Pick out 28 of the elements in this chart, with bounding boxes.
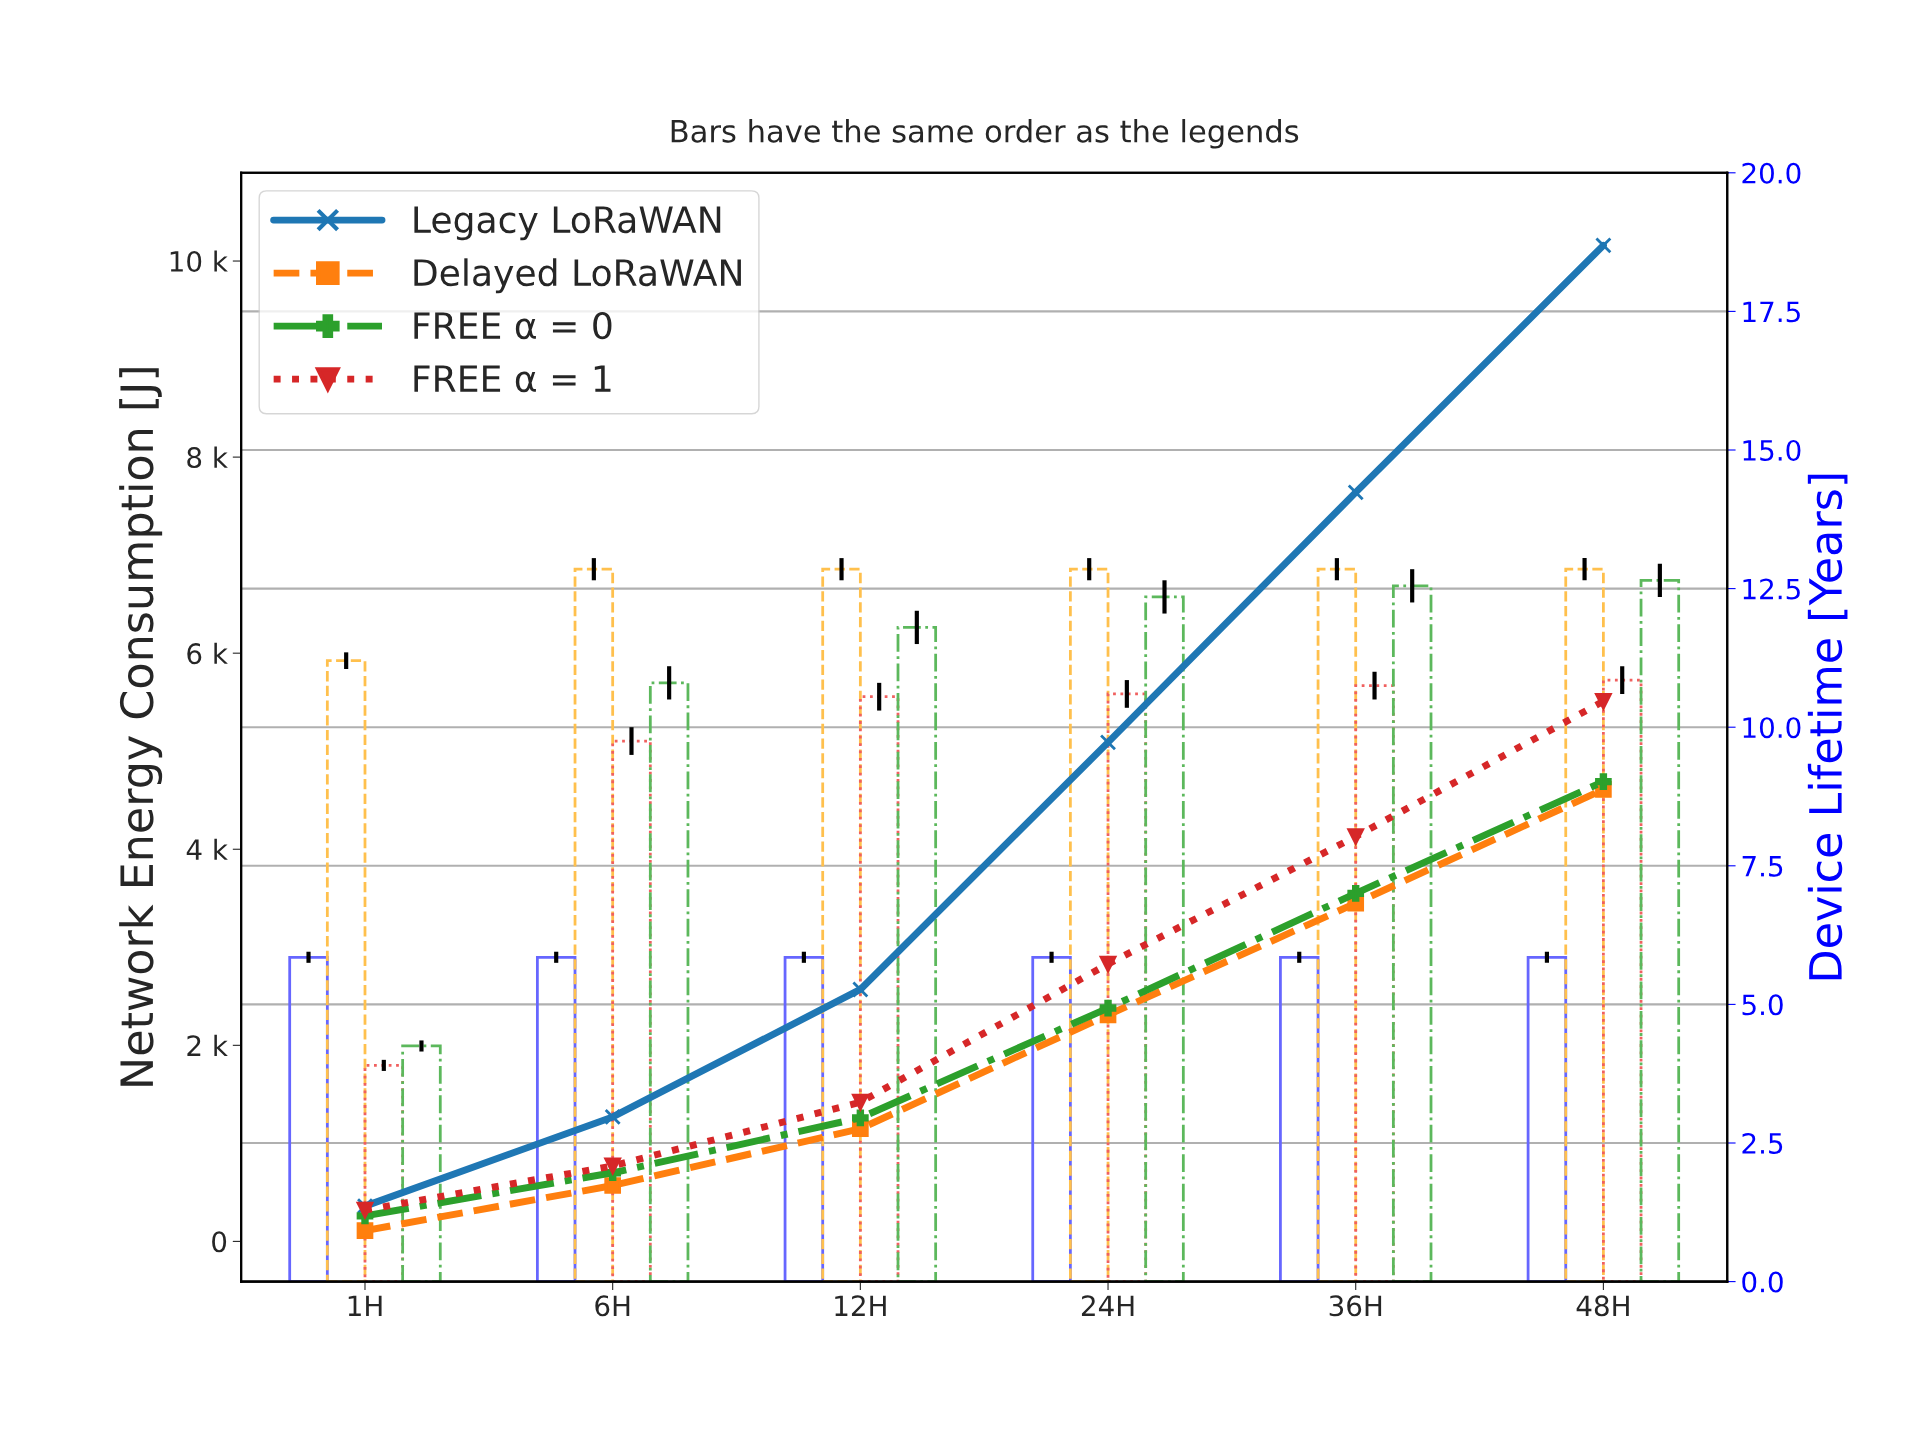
y2-tick-label: 15.0 [1743, 439, 1801, 461]
y2-tick-label: 0.0 [1742, 1271, 1783, 1293]
y2-tick-label: 2.5 [1742, 1132, 1783, 1154]
legend-label: FREE α = 1 [414, 365, 611, 393]
y2-tick-label: 12.5 [1743, 578, 1800, 600]
y-tick-label: 8 k [187, 446, 228, 469]
legend-label: FREE α = 0 [414, 311, 612, 340]
chart-title: Bars have the same order as the legends [671, 119, 1299, 149]
y2-tick-label: 20.0 [1742, 162, 1801, 184]
legend-label: Delayed LoRaWAN [414, 258, 741, 294]
y-tick-label: 6 k [187, 642, 228, 665]
x-tick-label: 1H [348, 1295, 382, 1316]
y2-tick-label: 7.5 [1742, 856, 1783, 877]
y2-tick-label: 17.5 [1743, 301, 1800, 323]
x-tick-label: 6H [595, 1295, 630, 1317]
legend-label: Legacy LoRaWAN [414, 206, 721, 241]
x-tick-label: 12H [835, 1295, 886, 1316]
x-tick-label: 36H [1329, 1295, 1382, 1317]
y-tick-label: 0 [212, 1231, 227, 1253]
x-tick-label: 24H [1081, 1295, 1134, 1316]
x-tick-label: 48H [1576, 1295, 1629, 1317]
y2-tick-label: 10.0 [1743, 717, 1801, 739]
y-tick-label: 4 k [186, 838, 228, 860]
y-tick-label: 10 k [170, 250, 228, 272]
y2-tick-label: 5.0 [1742, 994, 1783, 1016]
y-axis-title: Network Energy Consumption [J] [119, 368, 163, 1086]
y2-axis-title: Device Lifetime [Years] [1807, 474, 1848, 980]
y-tick-label: 2 k [187, 1034, 228, 1056]
